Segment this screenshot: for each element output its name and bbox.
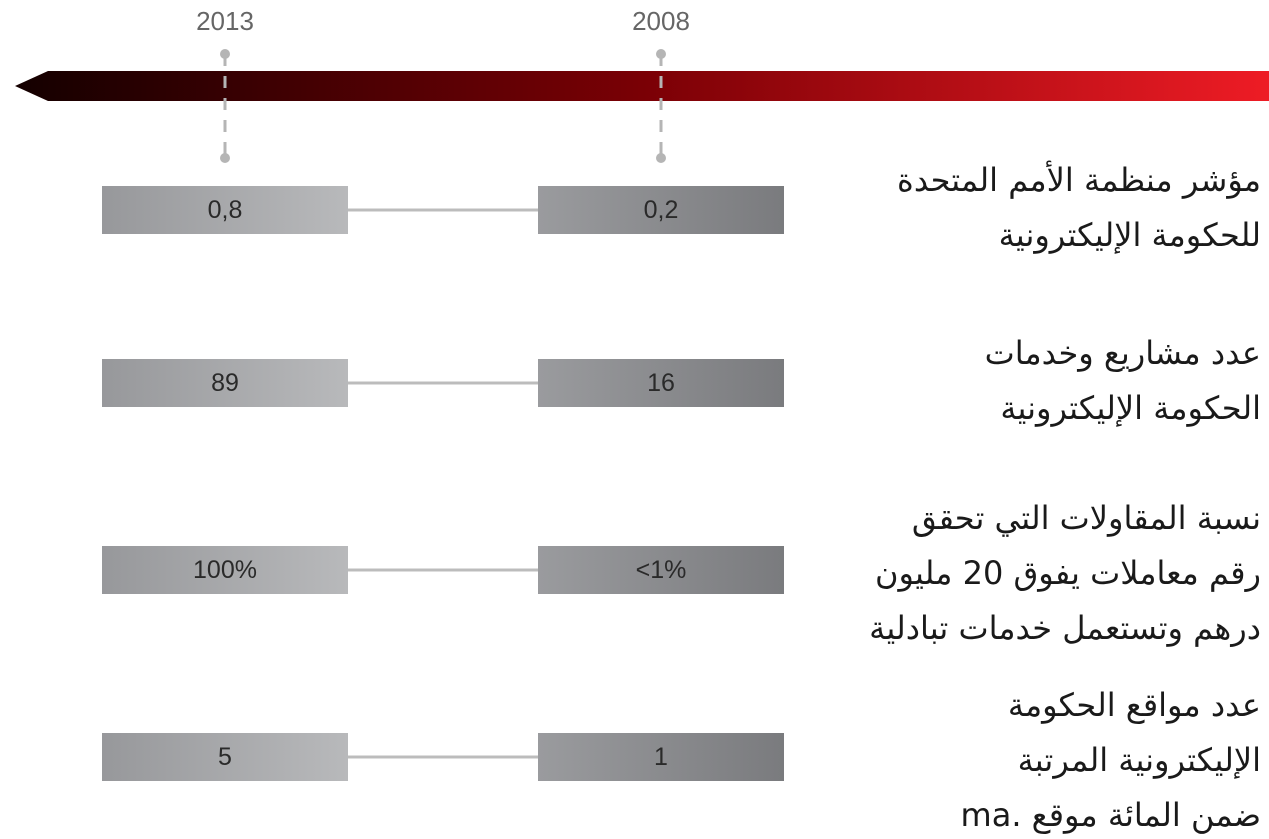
value-box: [102, 733, 348, 781]
row-label: نسبة المقاولات التي تحقق: [911, 498, 1261, 537]
tick-dot: [656, 153, 666, 163]
row-label: عدد مشاريع وخدمات: [984, 334, 1261, 372]
value-box: [102, 359, 348, 407]
timeline-arrow: [15, 71, 1269, 101]
tick-dot: [220, 49, 230, 59]
value-box: [102, 546, 348, 594]
value-text: 100%: [193, 556, 257, 584]
value-text: 0,8: [207, 196, 243, 224]
value-box: [538, 546, 784, 594]
row-label: مؤشر منظمة الأمم المتحدة: [897, 161, 1261, 199]
year-label: 2008: [632, 6, 690, 36]
row-label: رقم معاملات يفوق 20 مليون: [874, 553, 1261, 592]
row-label: درهم وتستعمل خدمات تبادلية: [869, 608, 1261, 647]
value-box: [102, 186, 348, 234]
value-text: 5: [218, 743, 232, 771]
row-label: عدد مواقع الحكومة: [1007, 685, 1261, 724]
value-text: 0,2: [643, 196, 679, 224]
year-label: 2013: [196, 6, 254, 36]
tick-dot: [656, 49, 666, 59]
value-text: 1: [654, 743, 668, 771]
value-text: 16: [647, 369, 675, 397]
value-text: <1%: [635, 556, 687, 584]
value-text: 89: [211, 369, 239, 397]
row-label: الحكومة الإليكترونية: [1000, 389, 1261, 427]
tick-dot: [220, 153, 230, 163]
value-box: [538, 359, 784, 407]
connectors: [102, 49, 784, 781]
row-label: للحكومة الإليكترونية: [998, 216, 1261, 254]
value-box: [538, 733, 784, 781]
value-box: [538, 186, 784, 234]
row-label: ضمن المائة موقع .ma: [960, 795, 1261, 834]
row-label: الإليكترونية المرتبة: [1017, 740, 1261, 779]
